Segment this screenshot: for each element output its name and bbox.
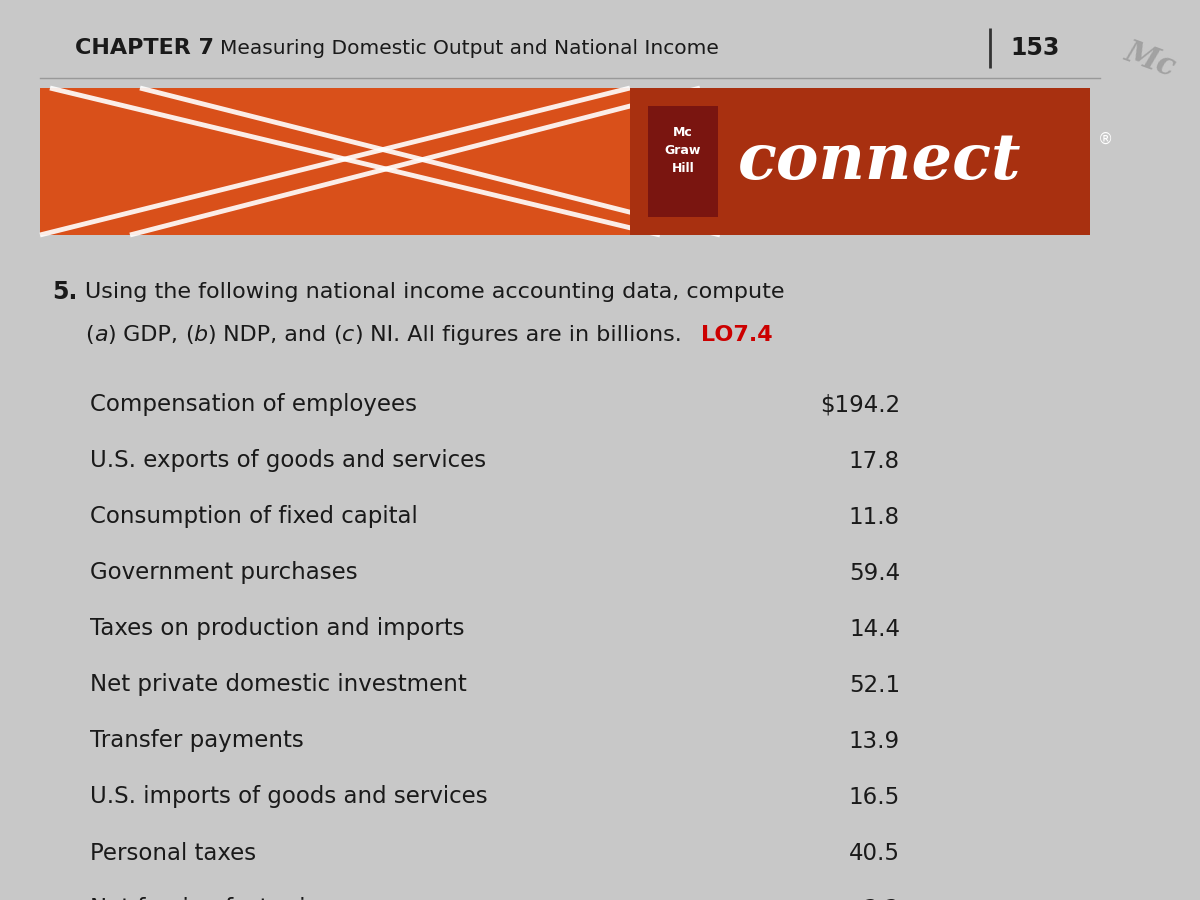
- Text: (: (: [334, 325, 342, 345]
- Text: ): ): [107, 325, 116, 345]
- Text: (: (: [85, 325, 94, 345]
- Text: CHAPTER 7: CHAPTER 7: [74, 38, 214, 58]
- Text: 52.1: 52.1: [848, 673, 900, 697]
- Text: Measuring Domestic Output and National Income: Measuring Domestic Output and National I…: [220, 39, 719, 58]
- Text: a: a: [94, 325, 107, 345]
- Text: c: c: [342, 325, 354, 345]
- Text: connect: connect: [738, 130, 1021, 193]
- Text: 59.4: 59.4: [848, 562, 900, 584]
- Text: 13.9: 13.9: [848, 730, 900, 752]
- Bar: [648, 106, 718, 217]
- Text: ): ): [208, 325, 216, 345]
- Text: $194.2: $194.2: [820, 393, 900, 417]
- Text: U.S. imports of goods and services: U.S. imports of goods and services: [90, 786, 487, 808]
- Text: Hill: Hill: [672, 162, 695, 175]
- Text: Net private domestic investment: Net private domestic investment: [90, 673, 467, 697]
- Text: U.S. exports of goods and services: U.S. exports of goods and services: [90, 449, 486, 473]
- Text: LO7.4: LO7.4: [701, 325, 773, 345]
- Text: Consumption of fixed capital: Consumption of fixed capital: [90, 506, 418, 528]
- Text: 5.: 5.: [52, 280, 77, 304]
- Text: Mc: Mc: [1120, 37, 1180, 84]
- Text: (: (: [185, 325, 193, 345]
- Text: Transfer payments: Transfer payments: [90, 730, 304, 752]
- Text: Mc: Mc: [673, 126, 692, 139]
- Text: 153: 153: [1010, 36, 1060, 60]
- Text: 2.2: 2.2: [864, 897, 900, 900]
- Text: Government purchases: Government purchases: [90, 562, 358, 584]
- Text: Compensation of employees: Compensation of employees: [90, 393, 418, 417]
- Bar: [630, 88, 1090, 235]
- Text: Personal taxes: Personal taxes: [90, 842, 256, 865]
- Text: 16.5: 16.5: [848, 786, 900, 808]
- Text: 11.8: 11.8: [848, 506, 900, 528]
- Text: Net foreign factor income: Net foreign factor income: [90, 897, 383, 900]
- Text: 14.4: 14.4: [850, 617, 900, 641]
- Text: NDP, and: NDP, and: [216, 325, 334, 345]
- Text: b: b: [193, 325, 208, 345]
- Text: ): ): [354, 325, 364, 345]
- Text: GDP,: GDP,: [116, 325, 185, 345]
- Text: Using the following national income accounting data, compute: Using the following national income acco…: [85, 282, 785, 302]
- Text: 40.5: 40.5: [850, 842, 900, 865]
- Text: Taxes on production and imports: Taxes on production and imports: [90, 617, 464, 641]
- Text: 17.8: 17.8: [848, 449, 900, 473]
- Text: Graw: Graw: [665, 144, 701, 157]
- Bar: [40, 88, 1090, 235]
- Text: NI. All figures are in billions.: NI. All figures are in billions.: [364, 325, 696, 345]
- Text: ®: ®: [1098, 132, 1114, 147]
